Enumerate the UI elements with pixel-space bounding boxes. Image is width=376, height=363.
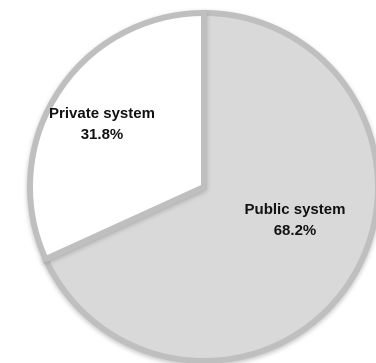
slice-label-private-system: Private system	[49, 105, 155, 122]
slice-value-public-system: 68.2%	[274, 222, 317, 239]
slice-label-public-system: Public system	[245, 201, 346, 218]
slice-value-private-system: 31.8%	[81, 126, 124, 143]
pie-slice-public-system	[42, 10, 376, 363]
pie-slice-private-system	[27, 10, 207, 263]
pie-slices	[27, 10, 376, 363]
pie-labels: Public system 68.2% Private system 31.8%	[49, 105, 345, 239]
